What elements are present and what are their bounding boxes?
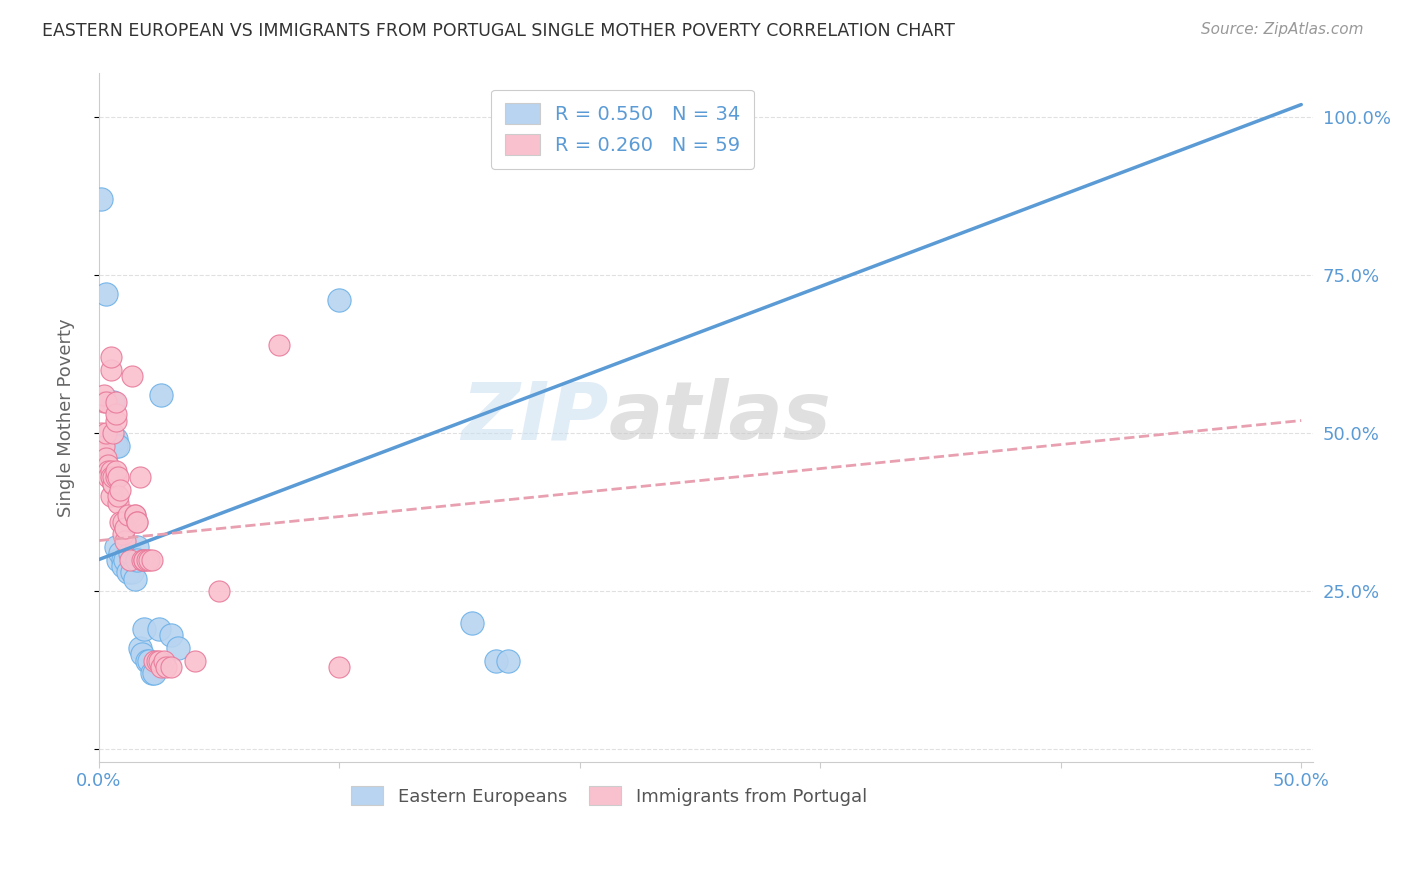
Point <box>104 470 127 484</box>
Text: EASTERN EUROPEAN VS IMMIGRANTS FROM PORTUGAL SINGLE MOTHER POVERTY CORRELATION C: EASTERN EUROPEAN VS IMMIGRANTS FROM PORT… <box>42 22 955 40</box>
Point <box>107 496 129 510</box>
Text: Source: ZipAtlas.com: Source: ZipAtlas.com <box>1201 22 1364 37</box>
Point <box>460 615 482 630</box>
Point <box>135 654 157 668</box>
Point <box>134 552 156 566</box>
Point <box>148 622 170 636</box>
Point <box>131 552 153 566</box>
Point <box>135 552 157 566</box>
Point <box>128 470 150 484</box>
Point <box>111 527 134 541</box>
Point <box>103 476 125 491</box>
Point <box>114 533 136 548</box>
Point <box>127 552 149 566</box>
Point <box>111 558 134 573</box>
Point <box>110 546 132 560</box>
Text: atlas: atlas <box>609 378 831 457</box>
Point <box>121 369 143 384</box>
Point <box>103 394 125 409</box>
Point <box>124 508 146 523</box>
Point <box>117 565 139 579</box>
Point <box>110 483 132 497</box>
Point <box>143 654 166 668</box>
Point <box>97 458 120 472</box>
Point <box>100 464 122 478</box>
Point <box>152 654 174 668</box>
Point <box>107 470 129 484</box>
Point <box>107 552 129 566</box>
Point <box>328 293 350 308</box>
Point <box>141 666 163 681</box>
Y-axis label: Single Mother Poverty: Single Mother Poverty <box>58 318 75 516</box>
Point <box>117 508 139 523</box>
Point <box>90 426 112 441</box>
Point <box>127 515 149 529</box>
Point <box>93 388 115 402</box>
Point <box>94 451 117 466</box>
Point <box>104 540 127 554</box>
Point <box>143 666 166 681</box>
Point <box>484 654 506 668</box>
Point <box>121 565 143 579</box>
Point <box>93 394 115 409</box>
Point <box>111 515 134 529</box>
Point <box>145 654 167 668</box>
Point <box>131 648 153 662</box>
Point <box>114 552 136 566</box>
Point <box>100 351 122 365</box>
Point <box>134 622 156 636</box>
Point <box>107 489 129 503</box>
Point <box>103 426 125 441</box>
Point <box>150 660 173 674</box>
Point <box>104 439 127 453</box>
Point <box>124 572 146 586</box>
Point <box>97 470 120 484</box>
Point <box>328 660 350 674</box>
Point <box>167 640 190 655</box>
Point <box>160 628 183 642</box>
Point <box>128 640 150 655</box>
Point <box>124 508 146 523</box>
Point <box>138 654 160 668</box>
Point <box>103 476 125 491</box>
Point <box>94 394 117 409</box>
Point <box>104 464 127 478</box>
Point <box>208 584 231 599</box>
Point <box>120 546 142 560</box>
Legend: Eastern Europeans, Immigrants from Portugal: Eastern Europeans, Immigrants from Portu… <box>342 777 876 814</box>
Point <box>111 552 134 566</box>
Point <box>496 654 519 668</box>
Point <box>104 407 127 421</box>
Point <box>104 413 127 427</box>
Point <box>90 445 112 459</box>
Point <box>103 433 125 447</box>
Text: ZIP: ZIP <box>461 378 609 457</box>
Point <box>97 464 120 478</box>
Point <box>150 388 173 402</box>
Point <box>100 489 122 503</box>
Point <box>138 552 160 566</box>
Point <box>110 515 132 529</box>
Point <box>155 660 177 674</box>
Point <box>269 337 291 351</box>
Point <box>127 515 149 529</box>
Point <box>134 552 156 566</box>
Point <box>141 552 163 566</box>
Point <box>104 394 127 409</box>
Point <box>94 426 117 441</box>
Point <box>148 654 170 668</box>
Point <box>90 193 112 207</box>
Point <box>100 363 122 377</box>
Point <box>93 439 115 453</box>
Point <box>104 433 127 447</box>
Point <box>120 552 142 566</box>
Point <box>127 540 149 554</box>
Point <box>160 660 183 674</box>
Point <box>184 654 207 668</box>
Point <box>103 470 125 484</box>
Point <box>94 287 117 301</box>
Point <box>114 521 136 535</box>
Point <box>107 439 129 453</box>
Point <box>100 470 122 484</box>
